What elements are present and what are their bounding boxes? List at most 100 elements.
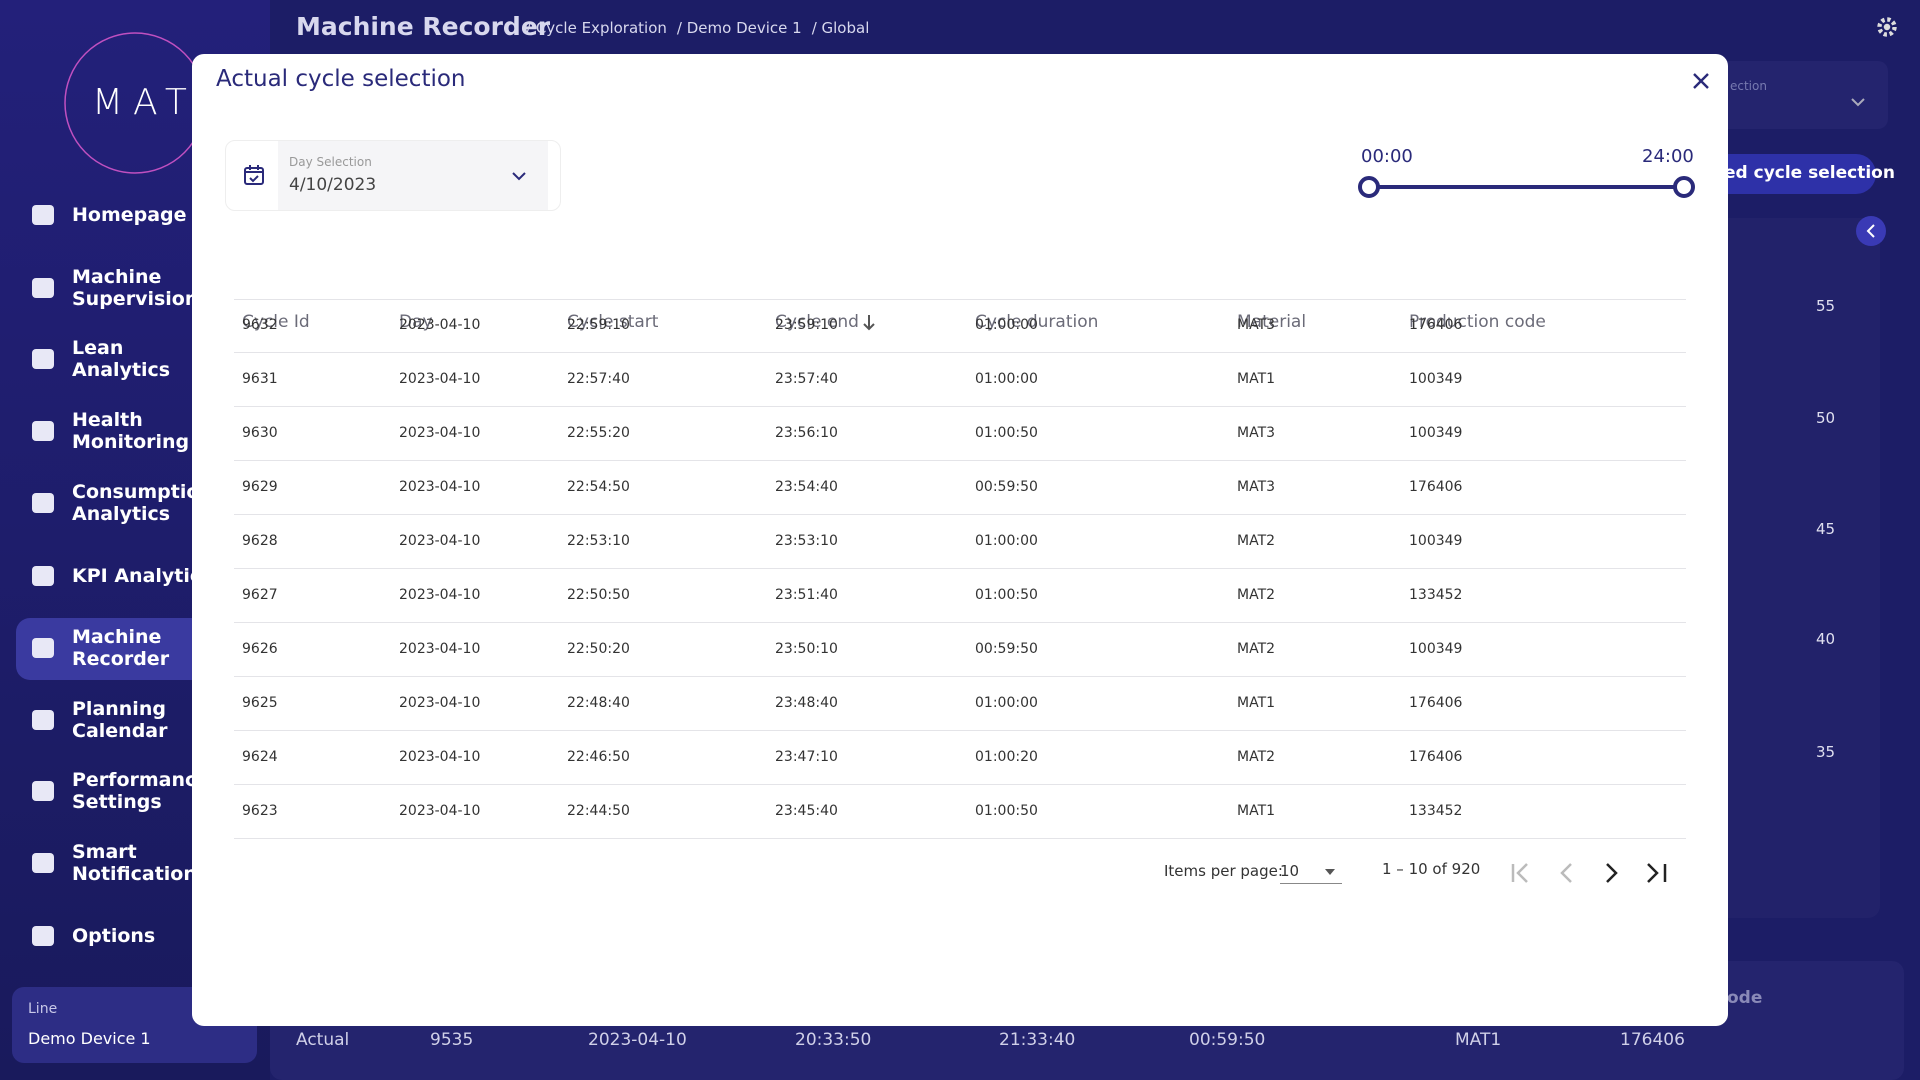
table-cell: 9627 <box>242 587 278 603</box>
bg-axis-label: 50 <box>1816 409 1836 427</box>
table-row[interactable]: 9624 2023-04-10 22:46:50 23:47:10 01:00:20 MA… <box>234 731 1686 785</box>
table-cell: 176406 <box>1409 317 1463 333</box>
settings-icon[interactable] <box>1874 14 1900 40</box>
items-per-page-select[interactable]: 10 <box>1280 850 1342 884</box>
last-page[interactable] <box>1647 863 1667 883</box>
nav-icon <box>32 638 54 658</box>
chevron <box>1851 98 1865 107</box>
nav-label: Machine Supervision <box>72 266 199 310</box>
table-cell: 00:59:50 <box>975 641 1038 657</box>
table-row[interactable]: 9630 2023-04-10 22:55:20 23:56:10 01:00:50 MA… <box>234 407 1686 461</box>
nav-item[interactable]: Performance Settings <box>30 767 330 815</box>
nav-item[interactable]: KPI Analytics <box>30 552 330 600</box>
line-label: Line <box>28 1001 58 1017</box>
nav-icon <box>32 781 54 801</box>
table-row[interactable]: 9631 2023-04-10 22:57:40 23:57:40 01:00:00 MA… <box>234 353 1686 407</box>
table-cell: 176406 <box>1409 479 1463 495</box>
nav-item[interactable]: Machine Recorder <box>30 624 330 672</box>
table-cell: 9626 <box>242 641 278 657</box>
nav-icon <box>32 566 54 586</box>
bg-cell: 176406 <box>1620 1030 1685 1050</box>
table-cell: 01:00:00 <box>975 371 1038 387</box>
nav-item[interactable]: Machine Supervision <box>30 264 330 312</box>
table-row[interactable]: 9632 2023-04-10 22:59:10 23:59:10 01:00:00 MA… <box>234 299 1686 353</box>
bg-button[interactable]: ed cycle selection <box>1700 154 1895 194</box>
nav-label: Planning Calendar <box>72 698 168 742</box>
breadcrumb[interactable]: / Demo Device 1 <box>676 19 802 37</box>
nav-label: Smart Notifications <box>72 841 209 885</box>
bg-axis-label: 35 <box>1816 743 1836 761</box>
nav-label: Lean Analytics <box>72 337 171 381</box>
column-header: Day <box>399 312 433 332</box>
bg-cell: 20:33:50 <box>795 1030 872 1050</box>
prev-page[interactable] <box>1560 863 1572 883</box>
items-per-page: 10 <box>1280 862 1300 880</box>
table-cell: 01:00:50 <box>975 425 1038 441</box>
table-cell: 01:00:50 <box>975 587 1038 603</box>
collapse-button[interactable] <box>1856 216 1886 246</box>
column-header: Production code <box>1409 312 1546 332</box>
breadcrumbs: / Cycle Exploration / Demo Device 1 / Glob… <box>526 19 869 37</box>
table-cell: 9628 <box>242 533 278 549</box>
nav-item[interactable]: Lean Analytics <box>30 335 330 383</box>
first-page[interactable] <box>1511 863 1528 883</box>
nav-item[interactable]: Planning Calendar <box>30 696 330 744</box>
table-cell: 9629 <box>242 479 278 495</box>
modal-title: Actual cycle selection <box>216 66 466 92</box>
nav-item[interactable]: Smart Notifications <box>30 839 330 887</box>
bg-axis-label: 40 <box>1816 630 1836 648</box>
table-cell: 176406 <box>1409 749 1463 765</box>
table-row[interactable]: 9629 2023-04-10 22:54:50 23:54:40 00:59:50 MA… <box>234 461 1686 515</box>
nav-item[interactable]: Homepage <box>30 191 330 239</box>
nav-item[interactable]: Health Monitoring <box>30 407 330 455</box>
nav-icon <box>32 205 54 225</box>
breadcrumb[interactable]: / Cycle Exploration <box>526 19 667 37</box>
day-label: Day Selection <box>289 155 372 169</box>
table-cell: 9632 <box>242 317 278 333</box>
table-cell: 01:00:50 <box>975 803 1038 819</box>
nav-label: Performance Settings <box>72 769 210 813</box>
table-cell: 100349 <box>1409 533 1463 549</box>
page-range: 1 – 10 of 920 <box>1382 860 1481 878</box>
table-cell: 2023-04-10 <box>399 587 481 603</box>
nav-item[interactable]: Options <box>30 912 330 960</box>
time-start: 00:00 <box>1361 146 1413 167</box>
table-row[interactable]: 9627 2023-04-10 22:50:50 23:51:40 01:00:50 MA… <box>234 569 1686 623</box>
table-cell: MAT2 <box>1237 749 1276 765</box>
bg-dropdown-label: ection <box>1730 79 1767 93</box>
bg-cell: 00:59:50 <box>1189 1030 1266 1050</box>
table-cell: 01:00:00 <box>975 317 1038 333</box>
time-slider[interactable] <box>1357 174 1697 200</box>
table-cell: 23:54:40 <box>775 479 838 495</box>
table-cell: 22:57:40 <box>567 371 630 387</box>
nav-item[interactable]: Consumption Analytics <box>30 479 330 527</box>
table-cell: MAT3 <box>1237 425 1276 441</box>
table-cell: 100349 <box>1409 425 1463 441</box>
nav-icon <box>32 853 54 873</box>
bg-dropdown: ection <box>1700 61 1888 129</box>
table-cell: 23:48:40 <box>775 695 838 711</box>
table-cell: 2023-04-10 <box>399 479 481 495</box>
table-row[interactable]: 9626 2023-04-10 22:50:20 23:50:10 00:59:50 MA… <box>234 623 1686 677</box>
nav-label: Machine Recorder <box>72 626 170 670</box>
close-button[interactable] <box>1690 70 1712 92</box>
table-cell: 23:59:10 <box>775 317 838 333</box>
day-field <box>278 141 548 210</box>
table-row[interactable]: 9623 2023-04-10 22:44:50 23:45:40 01:00:50 MA… <box>234 785 1686 839</box>
table-row[interactable]: 9625 2023-04-10 22:48:40 23:48:40 01:00:00 MA… <box>234 677 1686 731</box>
breadcrumb[interactable]: / Global <box>811 19 870 37</box>
table-cell: 23:51:40 <box>775 587 838 603</box>
table-cell: 9623 <box>242 803 278 819</box>
day-selector[interactable]: Day Selection 4/10/2023 <box>225 140 561 211</box>
table-cell: 2023-04-10 <box>399 317 481 333</box>
table-row[interactable]: 9628 2023-04-10 22:53:10 23:53:10 01:00:00 MA… <box>234 515 1686 569</box>
bg-cell: MAT1 <box>1455 1030 1502 1050</box>
nav-label: Health Monitoring <box>72 409 190 453</box>
nav-label: KPI Analytics <box>72 565 213 587</box>
next-page[interactable] <box>1606 863 1618 883</box>
nav-label: Consumption Analytics <box>72 481 213 525</box>
table-cell: 9624 <box>242 749 278 765</box>
header-rule <box>234 299 1686 300</box>
bg-axis-label: 45 <box>1816 520 1836 538</box>
